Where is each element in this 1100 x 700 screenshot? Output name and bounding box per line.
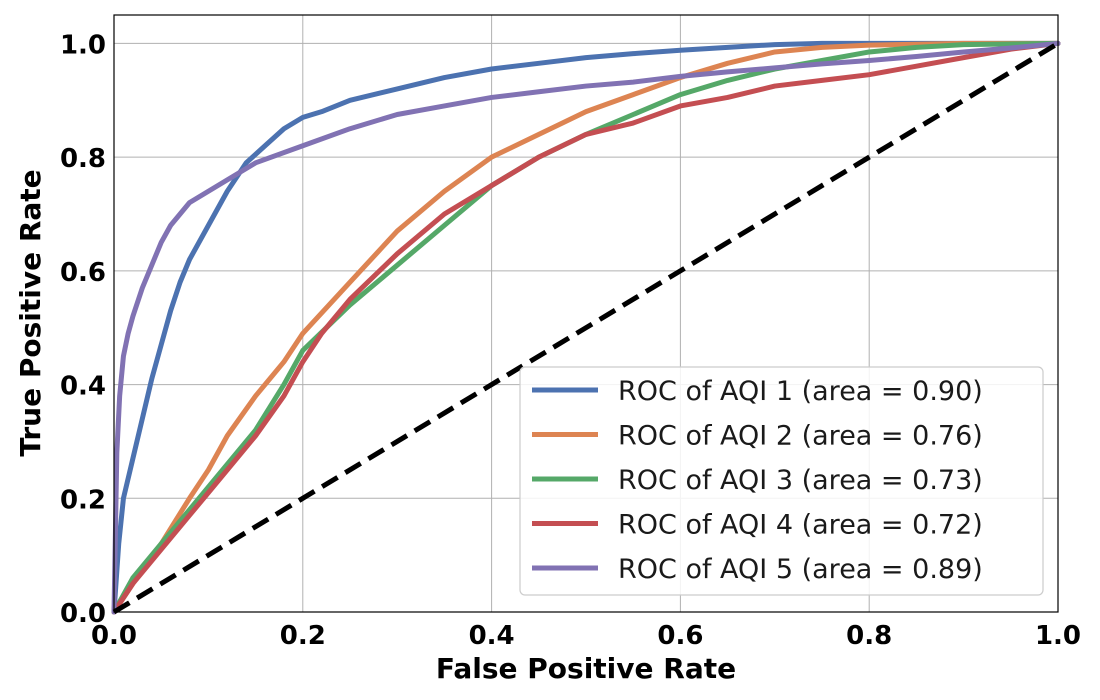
series-line-aqi-1 bbox=[111, 40, 1061, 615]
legend-label-aqi-3: ROC of AQI 3 (area = 0.73) bbox=[618, 465, 983, 496]
reference-diagonal bbox=[112, 41, 1060, 615]
legend-label-aqi-5: ROC of AQI 5 (area = 0.89) bbox=[618, 554, 983, 585]
legend-label-aqi-1: ROC of AQI 1 (area = 0.90) bbox=[618, 376, 983, 407]
series-line-aqi-3 bbox=[111, 40, 1061, 615]
series-line-aqi-2 bbox=[111, 40, 1061, 615]
y-axis-label: True Positive Rate bbox=[14, 169, 47, 456]
diagonal-reference-line bbox=[112, 41, 1060, 615]
x-tick-label: 0.6 bbox=[657, 621, 703, 651]
x-tick-label: 0.0 bbox=[91, 621, 137, 651]
legend-label-aqi-4: ROC of AQI 4 (area = 0.72) bbox=[618, 510, 983, 541]
tick-labels: 0.0 0.2 0.4 0.6 0.8 1.0 0.0 0.2 0.4 0.6 0.8 1.0 bbox=[60, 30, 1081, 651]
y-tick-label: 0.6 bbox=[60, 258, 106, 288]
y-tick-label: 0.8 bbox=[60, 144, 106, 174]
series-lines bbox=[111, 40, 1061, 615]
x-tick-label: 1.0 bbox=[1035, 621, 1081, 651]
series-line-aqi-4 bbox=[111, 40, 1061, 615]
legend-box bbox=[519, 366, 1044, 596]
y-tick-label: 0.4 bbox=[60, 372, 106, 402]
plot-frame bbox=[113, 14, 1059, 613]
y-tick-label: 0.2 bbox=[60, 485, 106, 515]
legend-label-aqi-2: ROC of AQI 2 (area = 0.76) bbox=[618, 421, 983, 452]
x-tick-label: 0.8 bbox=[846, 621, 892, 651]
x-axis-label: False Positive Rate bbox=[436, 652, 736, 685]
y-tick-label: 0.0 bbox=[60, 599, 106, 629]
x-tick-label: 0.4 bbox=[469, 621, 515, 651]
y-tick-label: 1.0 bbox=[60, 30, 106, 60]
series-line-aqi-5 bbox=[111, 40, 1061, 615]
legend: ROC of AQI 1 (area = 0.90) ROC of AQI 2 (… bbox=[519, 366, 1044, 596]
x-tick-label: 0.2 bbox=[280, 621, 326, 651]
